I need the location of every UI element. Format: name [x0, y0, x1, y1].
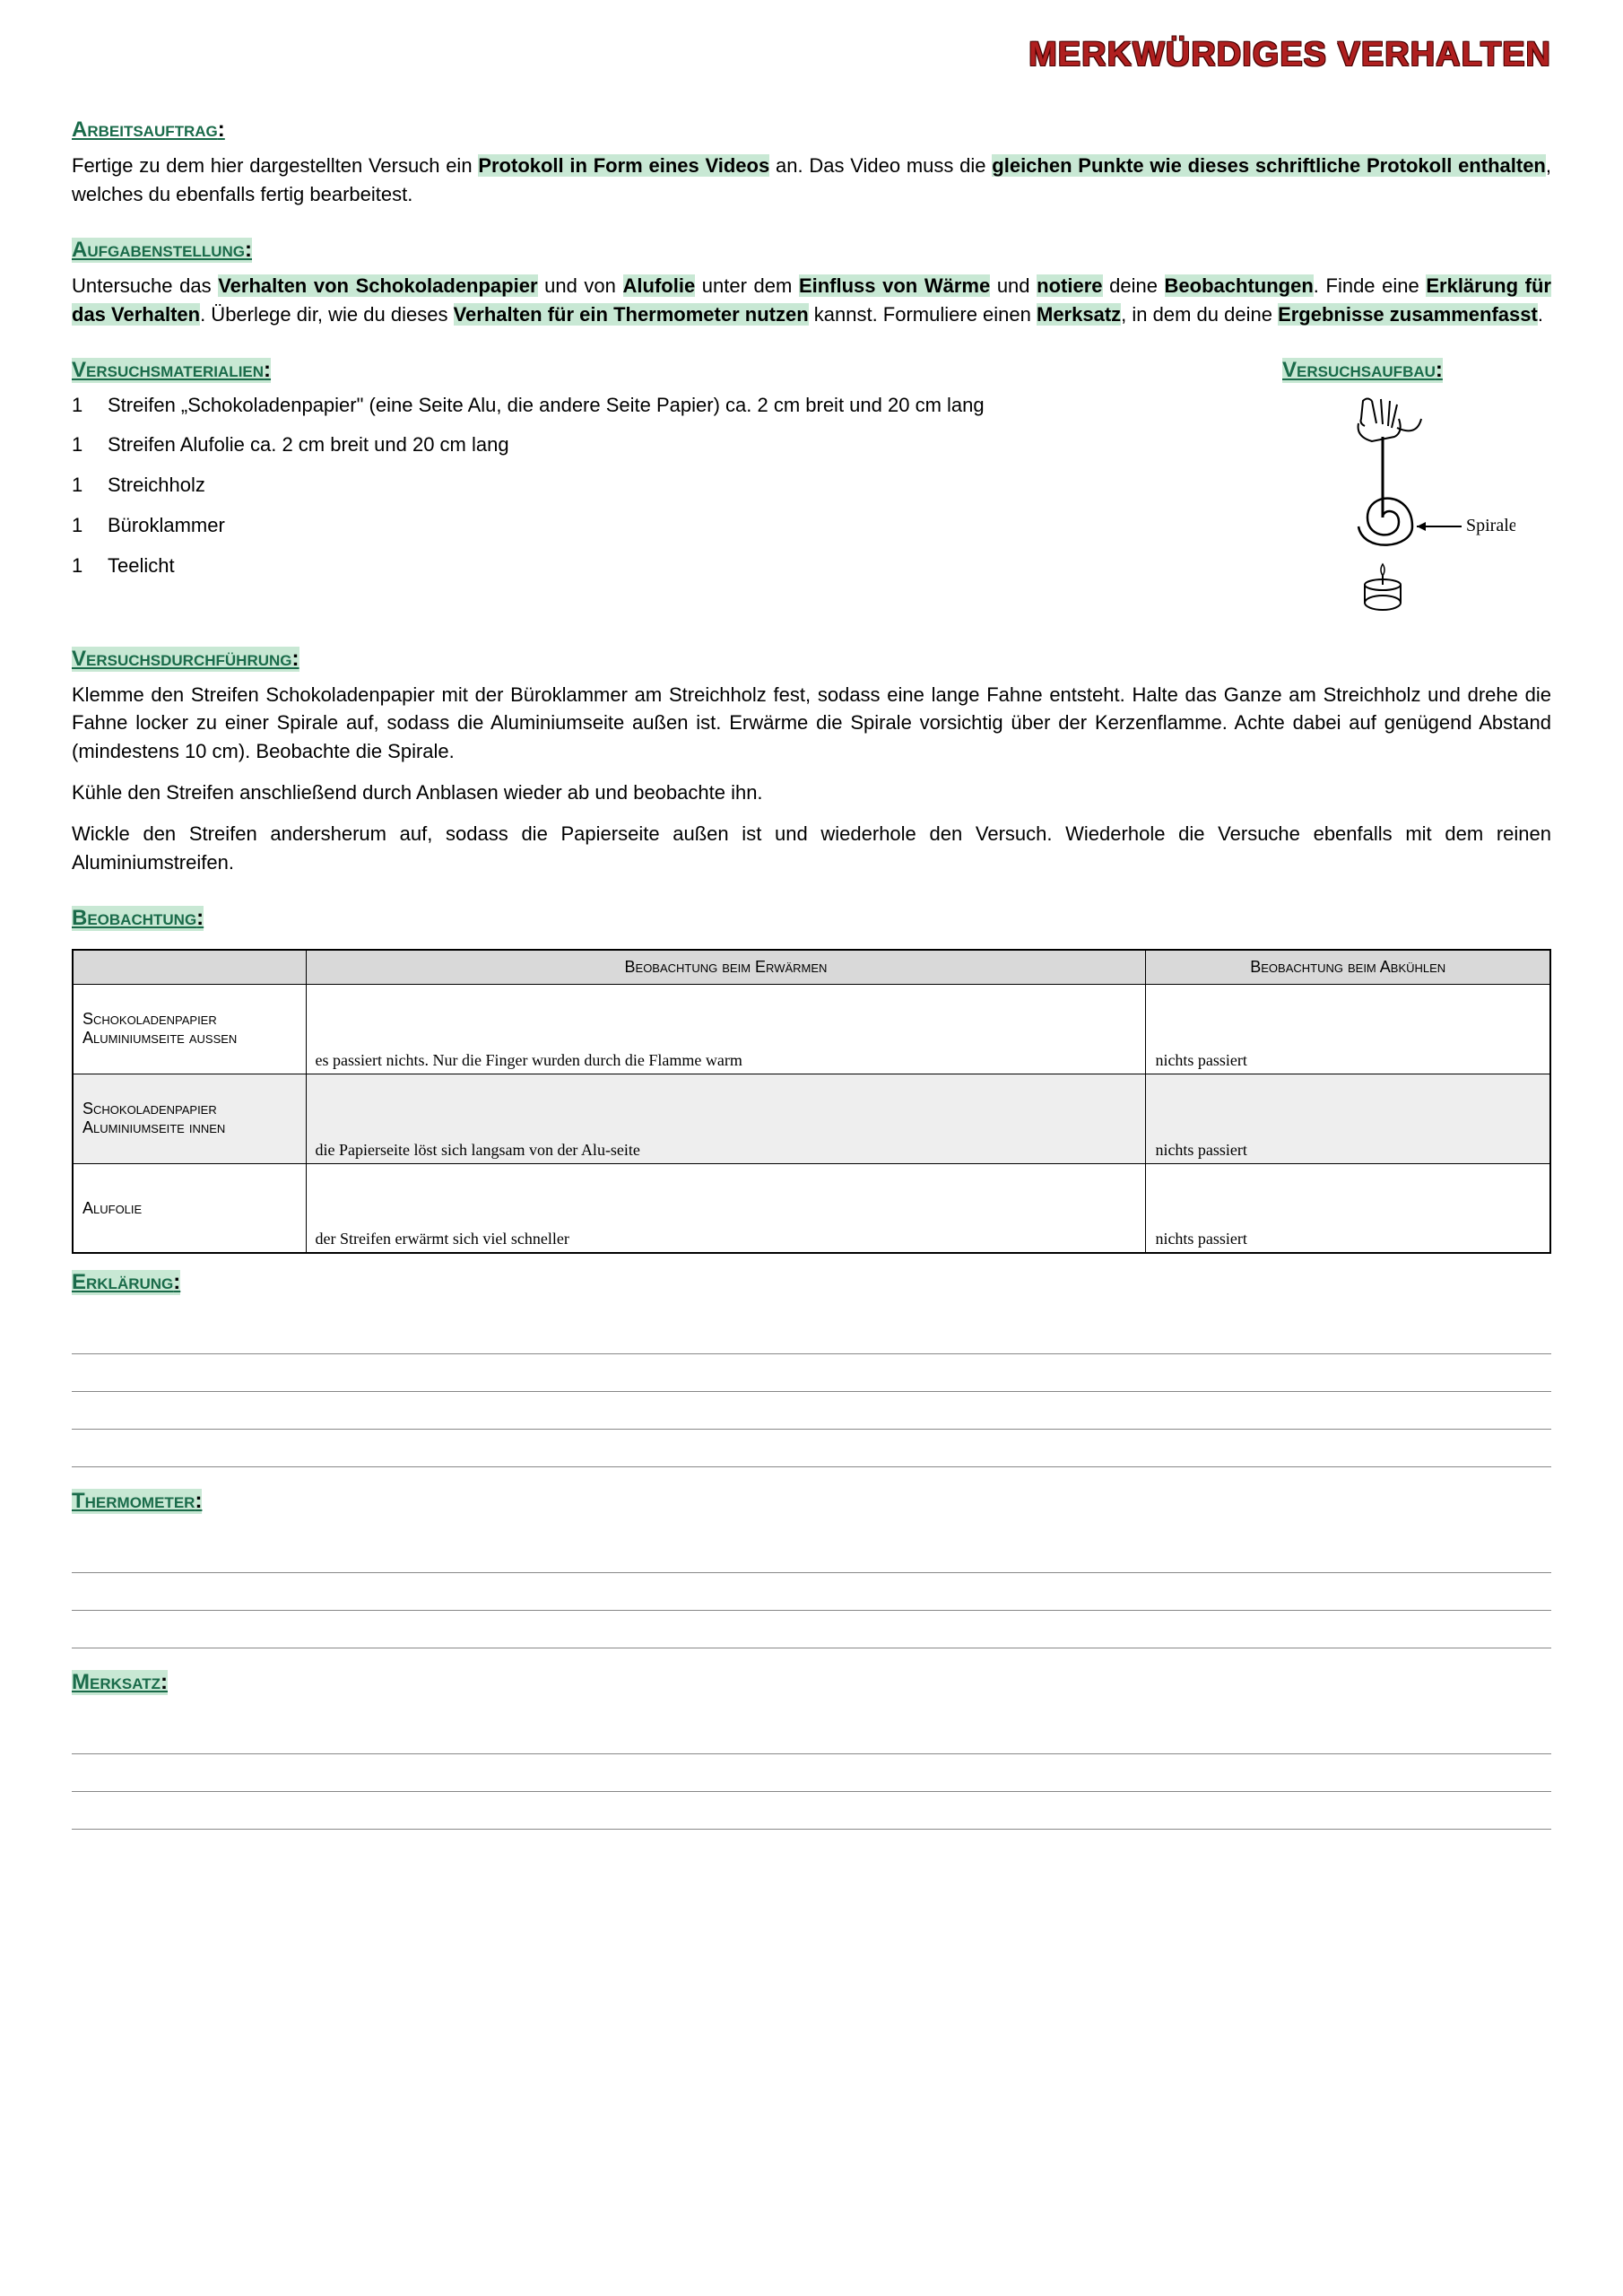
student-answer: der Streifen erwärmt sich viel schneller [316, 1230, 569, 1248]
page-title: MERKWÜRDIGES VERHALTEN [72, 36, 1551, 74]
heading-text: Versuchsaufbau [1282, 358, 1436, 382]
student-answer: nichts passiert [1155, 1230, 1246, 1248]
col-warm: Beobachtung beim Erwärmen [306, 950, 1146, 985]
arbeitsauftrag-text: Fertige zu dem hier dargestellten Versuc… [72, 152, 1551, 209]
heading-text: Versuchsmaterialien [72, 358, 264, 382]
title-text: MERKWÜRDIGES VERHALTEN [1028, 36, 1551, 74]
writing-line [72, 1541, 1551, 1573]
heading-text: Arbeitsauftrag [72, 117, 218, 142]
erklaerung-lines [72, 1322, 1551, 1467]
student-answer: die Papierseite löst sich langsam von de… [316, 1141, 640, 1159]
writing-line [72, 1616, 1551, 1648]
writing-line [72, 1722, 1551, 1754]
student-answer: nichts passiert [1155, 1051, 1246, 1069]
heading-merksatz: Merksatz: [72, 1670, 168, 1695]
heading-aufgabenstellung: Aufgabenstellung: [72, 238, 252, 263]
student-answer: nichts passiert [1155, 1141, 1246, 1159]
heading-versuchsaufbau: Versuchsaufbau: [1282, 358, 1443, 383]
heading-versuchsmaterialien: Versuchsmaterialien: [72, 358, 271, 383]
heading-text: Thermometer [72, 1489, 195, 1513]
durchfuehrung-p2: Kühle den Streifen anschließend durch An… [72, 778, 1551, 807]
heading-erklaerung: Erklärung: [72, 1270, 180, 1295]
heading-thermometer: Thermometer: [72, 1489, 202, 1514]
table-row: Alufolie der Streifen erwärmt sich viel … [73, 1163, 1550, 1253]
material-item: 1Streifen Alufolie ca. 2 cm breit und 20… [72, 431, 1255, 459]
heading-text: Versuchsdurchführung [72, 647, 292, 671]
heading-versuchsdurchfuehrung: Versuchsdurchführung: [72, 647, 299, 672]
aufgabenstellung-text: Untersuche das Verhalten von Schokoladen… [72, 272, 1551, 329]
table-row: Schokoladenpapier Aluminiumseite innen d… [73, 1074, 1550, 1163]
writing-line [72, 1435, 1551, 1467]
writing-line [72, 1760, 1551, 1792]
material-item: 1Teelicht [72, 552, 1255, 580]
material-item: 1Streichholz [72, 472, 1255, 500]
writing-line [72, 1360, 1551, 1392]
writing-line [72, 1797, 1551, 1830]
diagram-label: Spirale [1466, 516, 1515, 535]
heading-beobachtung: Beobachtung: [72, 906, 204, 931]
materials-list: 1Streifen „Schokoladenpapier" (eine Seit… [72, 392, 1255, 580]
heading-arbeitsauftrag: Arbeitsauftrag: [72, 117, 225, 143]
table-row: Schokoladenpapier Aluminiumseite außen e… [73, 984, 1550, 1074]
writing-line [72, 1322, 1551, 1354]
heading-text: Aufgabenstellung [72, 238, 245, 262]
writing-line [72, 1578, 1551, 1611]
material-item: 1Streifen „Schokoladenpapier" (eine Seit… [72, 392, 1255, 420]
diagram-aufbau: Spirale [1282, 392, 1515, 625]
durchfuehrung-p3: Wickle den Streifen andersherum auf, sod… [72, 820, 1551, 877]
heading-text: Beobachtung [72, 906, 196, 930]
durchfuehrung-p1: Klemme den Streifen Schokoladenpapier mi… [72, 681, 1551, 767]
writing-line [72, 1397, 1551, 1430]
observation-table: Beobachtung beim Erwärmen Beobachtung be… [72, 949, 1551, 1255]
merksatz-lines [72, 1722, 1551, 1830]
col-blank [73, 950, 306, 985]
heading-text: Merksatz [72, 1670, 161, 1694]
thermometer-lines [72, 1541, 1551, 1648]
heading-text: Erklärung [72, 1270, 173, 1294]
material-item: 1Büroklammer [72, 512, 1255, 540]
col-cool: Beobachtung beim Abkühlen [1146, 950, 1550, 985]
student-answer: es passiert nichts. Nur die Finger wurde… [316, 1051, 742, 1069]
